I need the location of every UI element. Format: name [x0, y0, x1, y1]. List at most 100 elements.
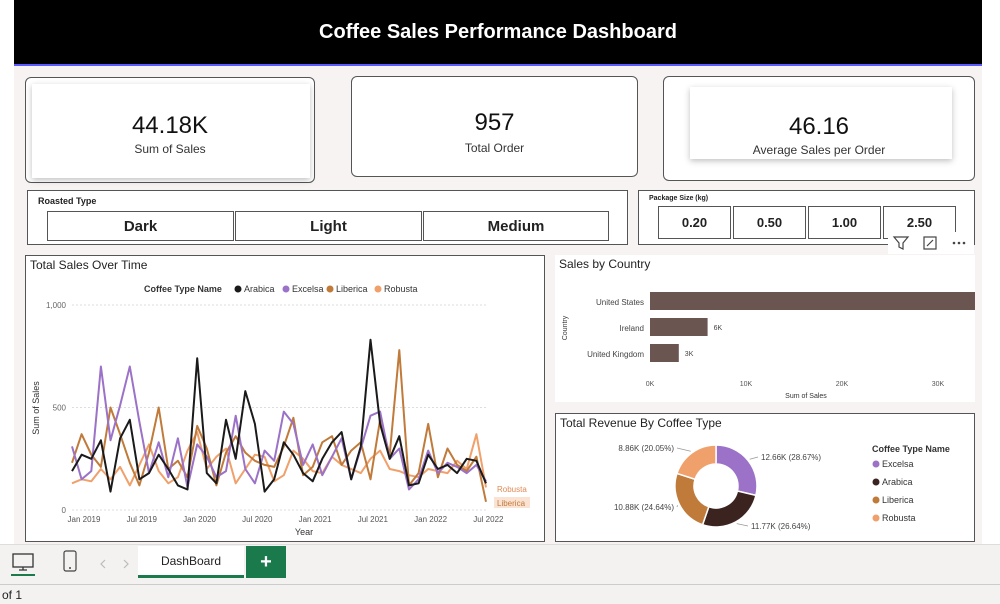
- bar-ireland[interactable]: [650, 318, 708, 336]
- legend-marker-robusta[interactable]: [872, 514, 880, 522]
- end-label-robusta: Robusta: [497, 485, 527, 494]
- legend-label-liberica[interactable]: Liberica: [336, 284, 368, 294]
- leader-line: [736, 523, 749, 527]
- legend-label-excelsa[interactable]: Excelsa: [292, 284, 324, 294]
- slice-liberica[interactable]: [674, 472, 710, 526]
- roast-option-light[interactable]: Light: [235, 211, 422, 241]
- x-tick-label: Jan 2020: [183, 515, 216, 524]
- x-tick-label: 20K: [836, 381, 849, 388]
- roast-option-medium[interactable]: Medium: [423, 211, 609, 241]
- kpi-value: 44.18K: [131, 112, 209, 139]
- series-line-excelsa[interactable]: [71, 365, 487, 491]
- kpi-card-inner: [32, 84, 310, 178]
- legend-label-arabica[interactable]: Arabica: [882, 477, 913, 487]
- slice-excelsa[interactable]: [715, 444, 758, 497]
- x-tick-label: Jul 2021: [358, 515, 389, 524]
- previous-page-icon[interactable]: [100, 559, 106, 569]
- page-count-status: of 1: [0, 584, 1000, 604]
- chart-title: Total Sales Over Time: [30, 258, 148, 272]
- series-line-robusta[interactable]: [71, 431, 487, 488]
- y-axis-title: Country: [562, 315, 569, 340]
- size-option-0-20[interactable]: 0.20: [658, 206, 731, 239]
- legend-title: Coffee Type Name: [144, 284, 222, 294]
- legend-marker-excelsa[interactable]: [282, 285, 290, 293]
- sales-over-time-chart: Total Sales Over Time Coffee Type Name A…: [25, 255, 545, 542]
- kpi-value: 957: [474, 109, 515, 136]
- data-label: 10.88K (24.64%): [614, 503, 674, 512]
- x-tick-label: Jul 2019: [127, 515, 158, 524]
- roast-option-dark[interactable]: Dark: [47, 211, 234, 241]
- kpi-card-average-sales[interactable]: 46.16 Average Sales per Order: [663, 76, 975, 181]
- x-tick-label: Jul 2020: [242, 515, 273, 524]
- legend-label-robusta[interactable]: Robusta: [384, 284, 418, 294]
- legend-marker-liberica[interactable]: [326, 285, 334, 293]
- series-line-arabica[interactable]: [71, 338, 487, 493]
- size-option-1-00[interactable]: 1.00: [808, 206, 881, 239]
- sales-by-country-chart: Sales by Country Country Sum of Sales Un…: [555, 255, 975, 402]
- desktop-view-icon[interactable]: [11, 553, 35, 576]
- x-axis-title: Sum of Sales: [785, 393, 827, 400]
- slicer-title: Package Size (kg): [649, 195, 709, 202]
- legend-label-arabica[interactable]: Arabica: [244, 284, 275, 294]
- y-axis-title: Sum of Sales: [31, 381, 41, 435]
- slicer-title: Roasted Type: [38, 196, 97, 206]
- x-tick-label: 0K: [646, 381, 655, 388]
- data-label: 6K: [714, 325, 723, 332]
- legend-marker-liberica[interactable]: [872, 496, 880, 504]
- data-label: 11.77K (26.64%): [751, 522, 811, 531]
- kpi-value: 46.16: [788, 113, 850, 140]
- legend-label-liberica[interactable]: Liberica: [882, 495, 914, 505]
- legend-marker-arabica[interactable]: [234, 285, 242, 293]
- x-axis-title: Year: [295, 527, 313, 537]
- x-tick-label: 10K: [740, 381, 753, 388]
- bar-united-kingdom[interactable]: [650, 344, 679, 362]
- legend-marker-arabica[interactable]: [872, 478, 880, 486]
- slice-robusta[interactable]: [676, 444, 717, 481]
- legend-marker-excelsa[interactable]: [872, 460, 880, 468]
- page-title: Coffee Sales Performance Dashboard: [14, 0, 982, 66]
- more-options-icon[interactable]: [952, 241, 966, 245]
- tab-dashboard[interactable]: DashBoard: [138, 546, 244, 578]
- chart-title: Total Revenue By Coffee Type: [560, 416, 722, 430]
- next-page-icon[interactable]: [123, 559, 129, 569]
- category-label: United States: [596, 298, 644, 307]
- y-tick-label: 500: [53, 404, 67, 413]
- kpi-card-total-order[interactable]: 957 Total Order: [351, 76, 638, 177]
- x-tick-label: 30K: [932, 381, 945, 388]
- y-tick-label: 0: [62, 506, 67, 515]
- series-line-liberica[interactable]: [71, 349, 487, 503]
- legend-title: Coffee Type Name: [872, 444, 950, 454]
- y-tick-label: 1,000: [46, 301, 67, 310]
- size-option-0-50[interactable]: 0.50: [733, 206, 806, 239]
- leader-line: [676, 447, 691, 452]
- kpi-label: Sum of Sales: [134, 142, 206, 156]
- slice-arabica[interactable]: [701, 490, 757, 528]
- add-page-button[interactable]: +: [246, 546, 286, 578]
- x-tick-label: Jan 2022: [414, 515, 447, 524]
- revenue-by-coffee-type-chart: Total Revenue By Coffee Type Coffee Type…: [555, 413, 975, 542]
- kpi-card-sum-of-sales[interactable]: 44.18K Sum of Sales: [25, 77, 315, 183]
- kpi-label: Average Sales per Order: [752, 143, 886, 157]
- focus-mode-icon[interactable]: [923, 236, 937, 250]
- legend-label-excelsa[interactable]: Excelsa: [882, 459, 914, 469]
- kpi-card-inner: [690, 87, 952, 159]
- chart-title: Sales by Country: [559, 257, 651, 271]
- data-label: 3K: [685, 351, 694, 358]
- data-label: 12.66K (28.67%): [761, 453, 821, 462]
- leader-line: [676, 505, 678, 508]
- kpi-label: Total Order: [464, 141, 525, 155]
- category-label: United Kingdom: [587, 350, 644, 359]
- leader-line: [749, 456, 759, 460]
- category-label: Ireland: [620, 324, 644, 333]
- visual-header-toolbar: [888, 232, 974, 254]
- mobile-view-icon[interactable]: [63, 550, 77, 572]
- x-tick-label: Jan 2019: [68, 515, 101, 524]
- end-label-liberica: Liberica: [497, 499, 526, 508]
- data-label: 8.86K (20.05%): [618, 444, 674, 453]
- legend-label-robusta[interactable]: Robusta: [882, 513, 916, 523]
- end-label-liberica-bg: [494, 497, 530, 508]
- bar-united-states[interactable]: [650, 292, 975, 310]
- legend-marker-robusta[interactable]: [374, 285, 382, 293]
- x-tick-label: Jan 2021: [299, 515, 332, 524]
- filter-icon[interactable]: [892, 236, 910, 250]
